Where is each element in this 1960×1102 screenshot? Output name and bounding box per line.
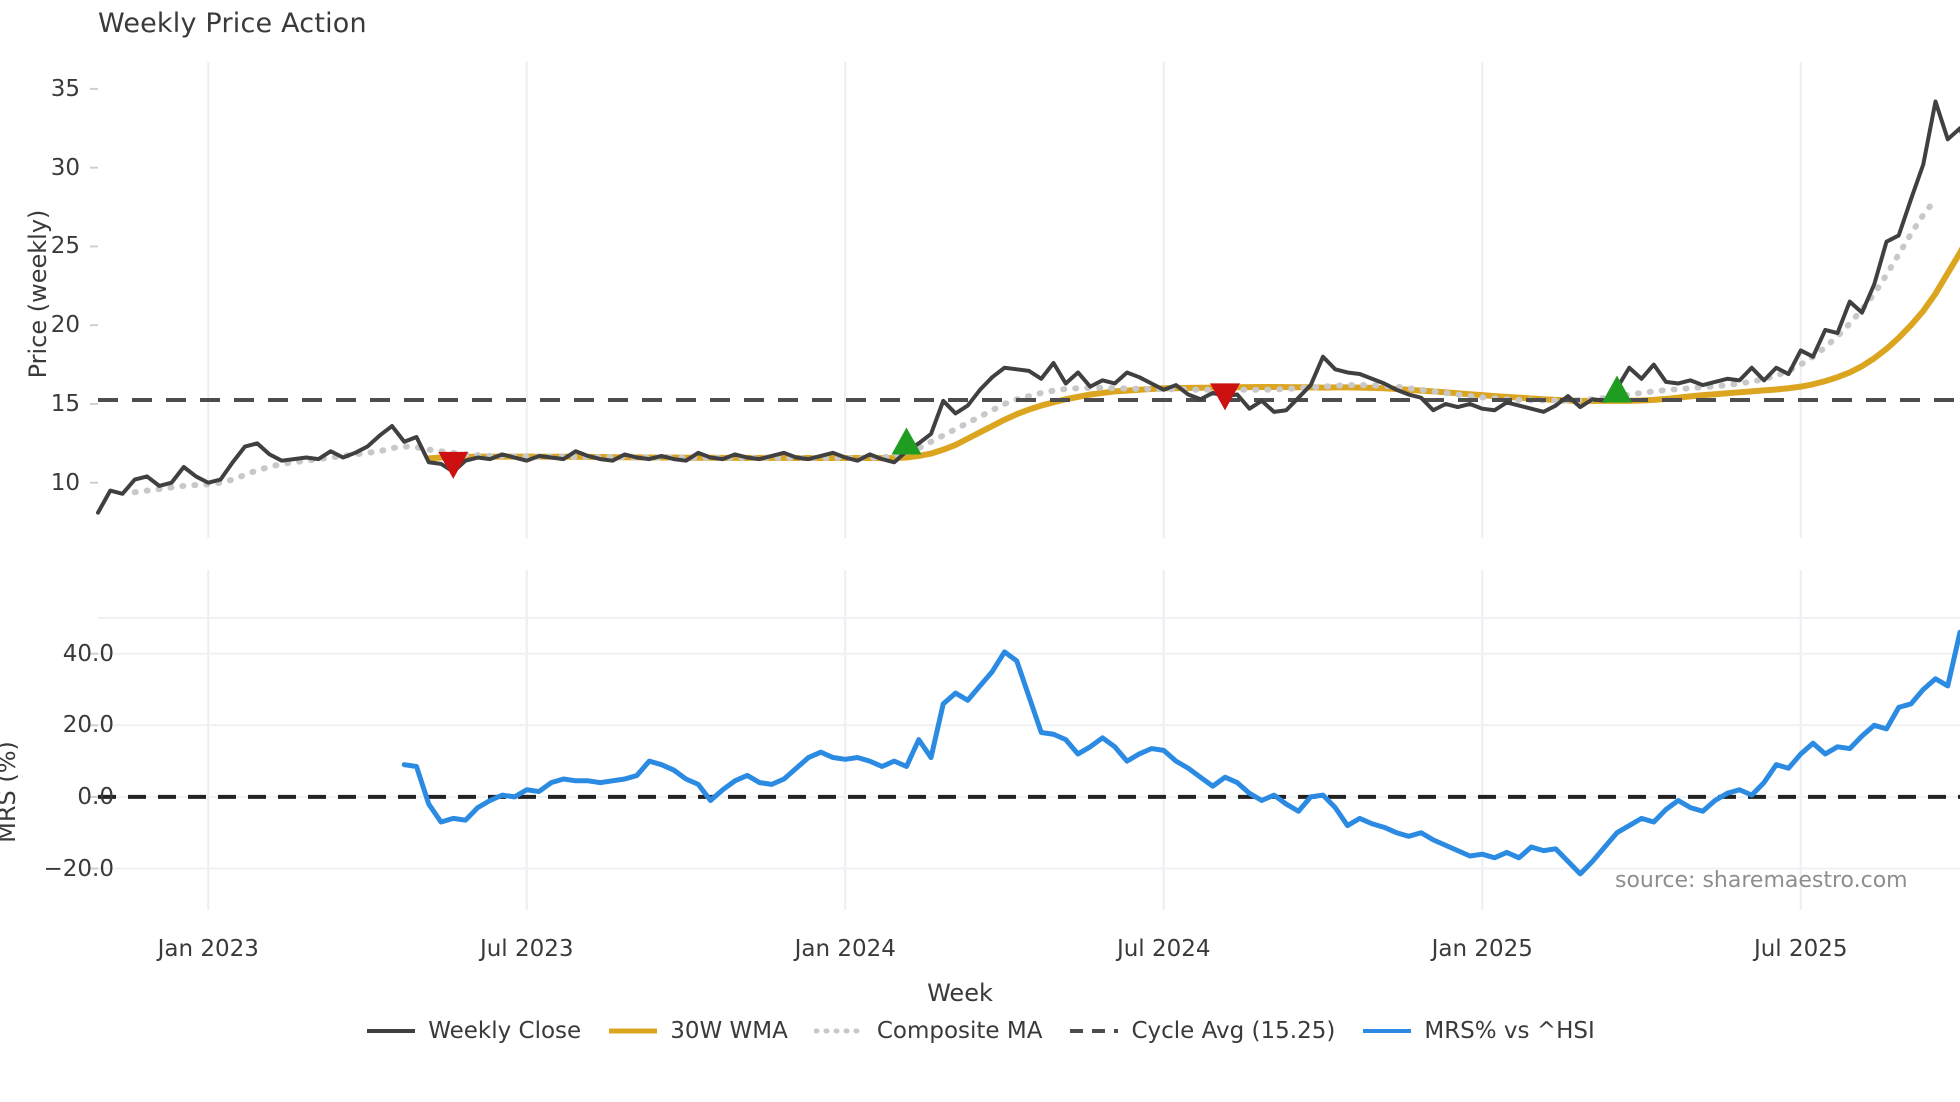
legend-label: Cycle Avg (15.25) — [1131, 1018, 1336, 1044]
legend-item[interactable]: Weekly Close — [365, 1018, 581, 1044]
chart-legend: Weekly Close 30W WMA Composite MA Cycle Avg… — [0, 1018, 1960, 1044]
x-axis-tick: Jan 2025 — [1431, 936, 1533, 962]
y-axis-tick: 15 — [50, 390, 80, 417]
x-axis-tick: Jul 2025 — [1753, 936, 1848, 962]
plot-area — [90, 62, 1960, 910]
legend-label: MRS% vs ^HSI — [1424, 1018, 1595, 1044]
series-weekly-close — [96, 99, 1960, 515]
legend-item[interactable]: 30W WMA — [607, 1018, 788, 1044]
legend-swatch-5 — [1363, 1029, 1412, 1033]
legend-label: Composite MA — [876, 1018, 1043, 1044]
legend-item[interactable]: Composite MA — [813, 1018, 1043, 1044]
page-title: Weekly Price Action — [98, 8, 367, 39]
y-axis-tick: 40.0 — [62, 640, 114, 667]
y-axis-tick: 10 — [50, 469, 80, 496]
series-30w-wma — [425, 246, 1960, 462]
y-axis-tick: 25 — [50, 233, 80, 260]
x-axis-tick: Jan 2024 — [794, 936, 896, 962]
legend-swatch-3 — [813, 1028, 866, 1034]
price-axis-label: Price (weekly) — [24, 209, 52, 379]
y-axis-tick: 30 — [50, 154, 80, 181]
buy-signal-marker — [891, 427, 922, 455]
y-axis-tick: 0.0 — [77, 783, 114, 810]
x-axis-tick: Jul 2023 — [479, 936, 574, 962]
series-mrs-percent — [401, 629, 1960, 877]
legend-swatch-2 — [609, 1028, 658, 1034]
y-axis-tick: 20 — [50, 312, 80, 339]
series-composite-ma — [131, 196, 1939, 496]
legend-swatch-4 — [1070, 1029, 1119, 1033]
y-axis-tick: 35 — [50, 75, 80, 102]
legend-item[interactable]: Cycle Avg (15.25) — [1068, 1018, 1335, 1044]
legend-item[interactable]: MRS% vs ^HSI — [1361, 1018, 1595, 1044]
legend-label: 30W WMA — [670, 1018, 788, 1044]
source-watermark: source: sharemaestro.com — [1615, 868, 1908, 893]
x-axis-tick: Jan 2023 — [157, 936, 259, 962]
x-axis-label: Week — [927, 979, 993, 1007]
sell-signal-marker — [438, 451, 469, 479]
x-axis-tick: Jul 2024 — [1116, 936, 1211, 962]
y-axis-tick: 20.0 — [62, 712, 114, 739]
buy-signal-marker — [1602, 375, 1632, 403]
sell-signal-marker — [1210, 383, 1240, 411]
legend-swatch-1 — [367, 1029, 416, 1033]
y-axis-tick: −20.0 — [43, 855, 114, 882]
legend-label: Weekly Close — [428, 1018, 582, 1044]
